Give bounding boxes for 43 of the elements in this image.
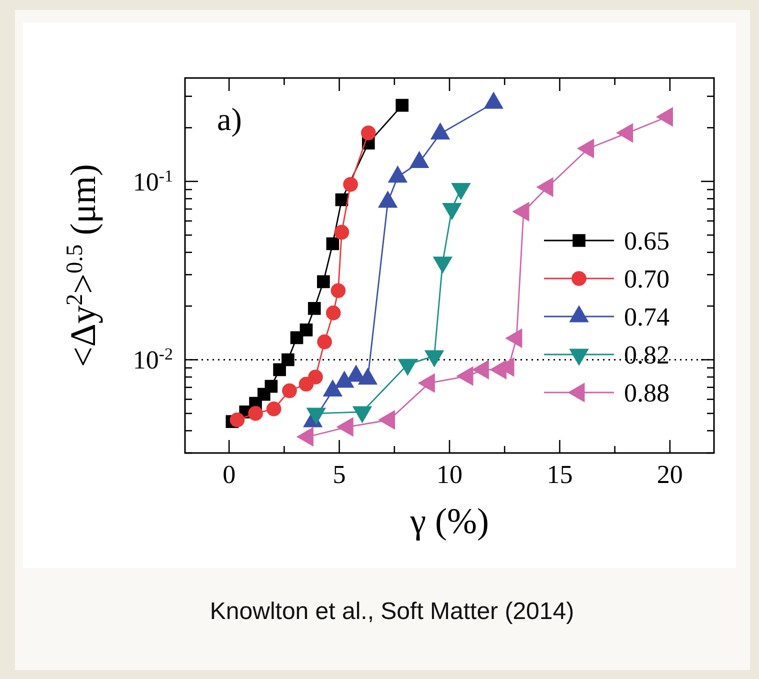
legend-label: 0.70	[624, 264, 670, 294]
legend-label: 0.82	[624, 340, 670, 370]
point	[456, 366, 474, 386]
point	[396, 98, 409, 112]
point	[330, 283, 346, 298]
point	[506, 328, 522, 348]
point	[616, 123, 634, 142]
text: Knowlton et al., Soft Matter (2014)	[210, 598, 574, 625]
point	[300, 323, 313, 336]
x-axis-title: γ (%)	[409, 501, 489, 541]
point	[326, 306, 341, 320]
legend-label: 0.74	[624, 302, 670, 332]
y-tick-label: 10$^{-1}$	[132, 166, 173, 196]
point	[308, 370, 323, 384]
y-tick-label: 10$^{-2}$	[132, 344, 173, 375]
x-tick-label: 0	[222, 460, 236, 489]
point	[264, 380, 278, 393]
point	[418, 374, 435, 393]
point	[266, 402, 282, 416]
point	[360, 126, 376, 140]
point	[512, 202, 530, 222]
point	[334, 224, 350, 240]
point	[273, 363, 286, 376]
point	[230, 412, 245, 428]
point	[326, 237, 340, 250]
point	[472, 360, 489, 380]
point	[343, 177, 358, 192]
point	[317, 334, 332, 350]
legend-label: 0.65	[624, 226, 670, 256]
annotation: a)	[217, 101, 242, 137]
x-tick-label: 5	[332, 460, 346, 489]
x-tick-label: 10	[436, 460, 462, 489]
point	[536, 178, 554, 197]
point	[282, 353, 294, 366]
point	[577, 138, 594, 158]
point	[248, 406, 263, 421]
point	[317, 275, 330, 288]
point	[656, 107, 673, 126]
x-tick-label: 20	[656, 460, 683, 489]
point	[282, 383, 297, 398]
legend-label: 0.88	[624, 378, 670, 408]
point	[308, 302, 321, 315]
x-tick-label: 15	[546, 460, 573, 489]
